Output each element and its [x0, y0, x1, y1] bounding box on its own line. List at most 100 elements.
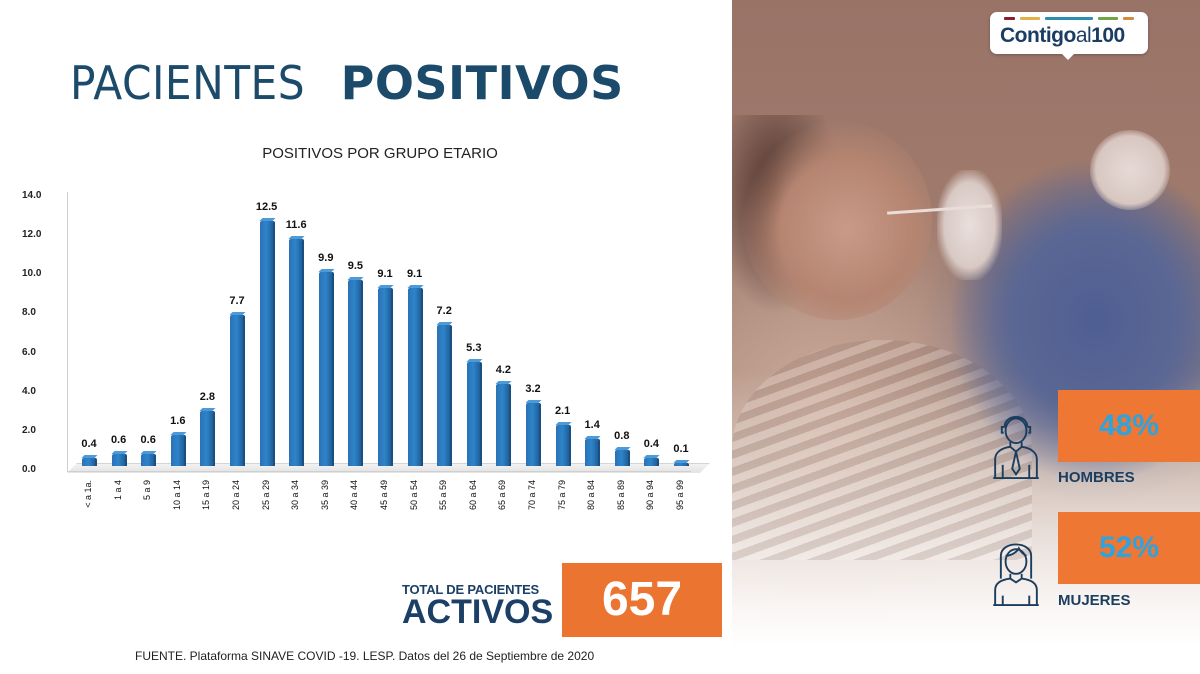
contigo-al-100-logo: Contigoal100	[990, 12, 1148, 60]
x-tick-label: < a 1a.	[83, 480, 93, 508]
bar	[614, 450, 628, 466]
total-label-big: ACTIVOS	[402, 593, 554, 631]
bar-value-label: 0.4	[81, 438, 97, 451]
y-tick-label: 0.0	[22, 464, 36, 475]
y-tick-label: 12.0	[22, 229, 42, 241]
bar-value-label: 1.6	[170, 414, 186, 427]
y-tick-label: 2.0	[22, 424, 36, 436]
title-light: PACIENTES	[70, 56, 306, 110]
logo-stripes	[1004, 17, 1135, 20]
bar-value-label: 11.6	[285, 218, 307, 231]
bar	[289, 238, 303, 466]
bar	[644, 458, 658, 466]
x-tick-label: 20 a 24	[231, 480, 241, 511]
y-tick-label: 14.0	[22, 190, 42, 201]
stripe-1	[1004, 17, 1015, 20]
y-tick-label: 4.0	[22, 385, 36, 397]
x-tick-label: 15 a 19	[201, 480, 212, 511]
bar	[348, 280, 362, 466]
photo-mask	[1090, 130, 1170, 210]
page-title: PACIENTES POSITIVOS	[70, 56, 624, 110]
x-tick-label: 50 a 54	[408, 480, 419, 511]
photo-glove	[937, 170, 1002, 280]
y-axis	[67, 192, 68, 472]
x-tick-label: 30 a 34	[290, 480, 301, 511]
bar	[318, 272, 332, 466]
logo-text-contigo: Contigo	[1000, 24, 1076, 47]
bar-value-label: 0.1	[673, 443, 689, 455]
x-tick-label: 45 a 49	[379, 480, 389, 511]
y-tick-label: 6.0	[22, 346, 36, 358]
logo-text-al: al	[1075, 24, 1092, 47]
bar-value-label: 0.6	[110, 434, 127, 447]
logo-text-100: 100	[1091, 24, 1125, 47]
x-tick-label: 1 a 4	[112, 480, 123, 501]
bar	[407, 287, 421, 466]
bar-value-label: 3.2	[525, 383, 541, 396]
total-value-box: 657	[562, 563, 722, 637]
total-label: TOTAL DE PACIENTES ACTIVOS	[402, 582, 553, 629]
x-tick-label: 70 a 74	[527, 480, 537, 511]
y-tick-label: 10.0	[22, 268, 42, 280]
women-label: MUJERES	[1058, 592, 1131, 609]
bar-value-label: 9.1	[377, 267, 393, 280]
bar-value-label: 0.6	[140, 434, 156, 447]
stripe-3	[1045, 17, 1093, 20]
photo-patient	[742, 120, 932, 320]
bar	[466, 362, 480, 466]
x-tick-label: 60 a 64	[467, 480, 478, 511]
total-label-small: TOTAL DE PACIENTES	[402, 582, 540, 597]
bar-value-label: 9.5	[347, 260, 364, 273]
bar-value-label: 9.1	[406, 267, 423, 280]
men-label: HOMBRES	[1058, 469, 1135, 486]
bar-value-label: 7.7	[229, 295, 245, 308]
infographic-left-panel: PACIENTES POSITIVOS POSITIVOS POR GRUPO …	[0, 0, 732, 674]
bar	[259, 221, 273, 466]
bar	[111, 454, 125, 466]
x-tick-label: 25 a 29	[260, 480, 271, 511]
bar	[526, 403, 539, 466]
x-tick-label: 65 a 69	[497, 480, 508, 511]
x-tick-label: 55 a 59	[438, 480, 449, 511]
stripe-2	[1020, 17, 1041, 20]
bar-value-label: 0.8	[614, 430, 630, 443]
title-bold: POSITIVOS	[340, 56, 624, 110]
bar	[674, 463, 687, 466]
bar	[82, 458, 95, 466]
logo-text: Contigoal100	[1000, 24, 1125, 48]
bar-value-label: 2.1	[554, 404, 571, 417]
x-tick-label: 5 a 9	[142, 480, 153, 501]
x-axis	[67, 471, 691, 472]
woman-icon	[993, 543, 1039, 607]
stripe-5	[1123, 17, 1135, 20]
stripe-4	[1097, 17, 1119, 20]
source-note: FUENTE. Plataforma SINAVE COVID -19. LES…	[135, 649, 595, 663]
x-tick-label: 10 a 14	[171, 480, 182, 511]
x-tick-label: 95 a 99	[675, 480, 685, 511]
x-tick-label: 80 a 84	[586, 480, 597, 511]
bar-value-label: 7.2	[436, 305, 452, 318]
bar-value-label: 4.2	[495, 363, 512, 376]
bar-value-label: 5.3	[466, 342, 482, 355]
bar	[496, 383, 510, 466]
bar	[230, 315, 243, 466]
bar-value-label: 0.4	[643, 438, 660, 451]
man-with-tie-icon	[993, 416, 1039, 480]
chart-title: POSITIVOS POR GRUPO ETARIO	[262, 145, 498, 162]
bar	[437, 325, 451, 466]
bar	[555, 424, 569, 466]
x-tick-label: 35 a 39	[319, 480, 330, 511]
bar	[378, 287, 391, 466]
bar-value-label: 12.5	[255, 201, 278, 214]
x-tick-label: 85 a 89	[615, 480, 626, 511]
bar	[141, 454, 155, 466]
x-tick-label: 75 a 79	[556, 480, 567, 511]
bar-value-label: 1.4	[584, 418, 600, 431]
x-tick-label: 90 a 94	[645, 480, 656, 511]
bar	[200, 411, 214, 466]
x-tick-label: 40 a 44	[349, 480, 360, 511]
bar-value-label: 9.9	[318, 252, 334, 265]
men-percent-box: 48%	[1058, 390, 1200, 462]
women-percent-box: 52%	[1058, 512, 1200, 584]
bar-value-label: 2.8	[199, 391, 216, 404]
